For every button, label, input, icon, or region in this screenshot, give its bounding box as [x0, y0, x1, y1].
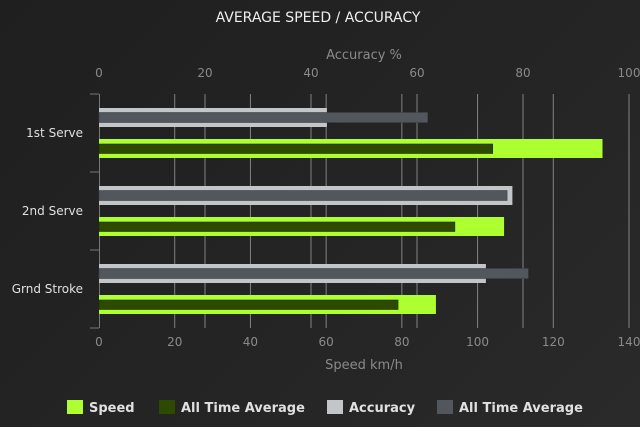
chart-title: AVERAGE SPEED / ACCURACY	[216, 10, 421, 26]
category-label: 2nd Serve	[22, 204, 83, 218]
bottom-axis-label: Speed km/h	[325, 358, 403, 373]
bar-accuracy-average	[98, 268, 529, 279]
bar-speed-average	[98, 299, 399, 310]
top-tick-label: 0	[95, 66, 103, 80]
bar-speed-average	[98, 143, 494, 154]
legend-label: Accuracy	[349, 401, 416, 416]
bottom-tick-label: 60	[319, 335, 334, 349]
bottom-tick-label: 100	[466, 335, 489, 349]
bottom-tick-label: 140	[618, 335, 640, 349]
bar-accuracy-average	[98, 190, 508, 201]
bar-accuracy-average	[98, 112, 428, 123]
legend-swatch	[327, 400, 343, 414]
legend-label: Speed	[89, 401, 135, 416]
top-tick-label: 40	[303, 66, 318, 80]
legend-label: All Time Average	[181, 401, 305, 416]
legend-label: All Time Average	[459, 401, 583, 416]
top-tick-label: 100	[618, 66, 640, 80]
top-tick-label: 60	[409, 66, 424, 80]
legend-swatch	[159, 400, 175, 414]
bottom-tick-label: 40	[243, 335, 258, 349]
bottom-tick-label: 80	[394, 335, 409, 349]
category-label: 1st Serve	[26, 126, 83, 140]
category-label: Grnd Stroke	[12, 282, 83, 296]
top-tick-label: 80	[515, 66, 530, 80]
bottom-tick-label: 0	[95, 335, 103, 349]
top-axis-label: Accuracy %	[326, 48, 402, 63]
legend-swatch	[437, 400, 453, 414]
bar-speed-average	[98, 221, 456, 232]
legend-swatch	[67, 400, 83, 414]
bottom-tick-label: 20	[167, 335, 182, 349]
bottom-tick-label: 120	[542, 335, 565, 349]
top-tick-label: 20	[197, 66, 212, 80]
